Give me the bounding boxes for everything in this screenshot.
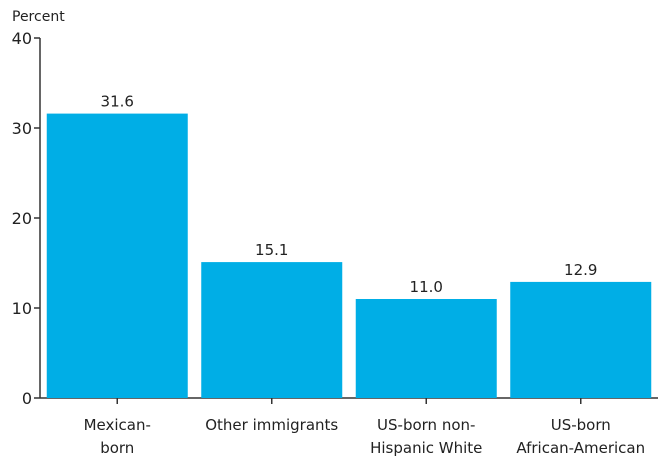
data-label: 12.9 bbox=[564, 261, 597, 279]
x-tick-label: Other immigrants bbox=[205, 416, 338, 434]
x-tick-label: US-born non- bbox=[377, 416, 475, 434]
bar bbox=[510, 281, 652, 398]
x-tick-label: US-born bbox=[551, 416, 611, 434]
x-tick-label: born bbox=[100, 439, 134, 456]
y-tick-label: 30 bbox=[12, 119, 32, 138]
x-tick-label: African-American bbox=[516, 439, 645, 456]
y-tick-label: 40 bbox=[12, 29, 32, 48]
data-label: 31.6 bbox=[101, 93, 134, 111]
bar bbox=[46, 113, 188, 398]
data-label: 11.0 bbox=[410, 278, 443, 296]
y-axis-label: Percent bbox=[12, 9, 65, 25]
x-tick-label: Mexican- bbox=[84, 416, 151, 434]
y-axis: 0 10 20 30 40 bbox=[12, 29, 41, 408]
bar bbox=[201, 262, 343, 398]
bars-group: 31.6 15.1 11.0 12.9 bbox=[46, 93, 652, 398]
bar bbox=[355, 299, 497, 398]
x-tick-label: Hispanic White bbox=[370, 439, 482, 456]
y-tick-label: 20 bbox=[12, 209, 32, 228]
y-tick-label: 0 bbox=[22, 389, 32, 408]
y-tick-label: 10 bbox=[12, 299, 32, 318]
data-label: 15.1 bbox=[255, 241, 288, 259]
x-axis: Mexican-born Other immigrants US-born non-… bbox=[40, 397, 658, 457]
